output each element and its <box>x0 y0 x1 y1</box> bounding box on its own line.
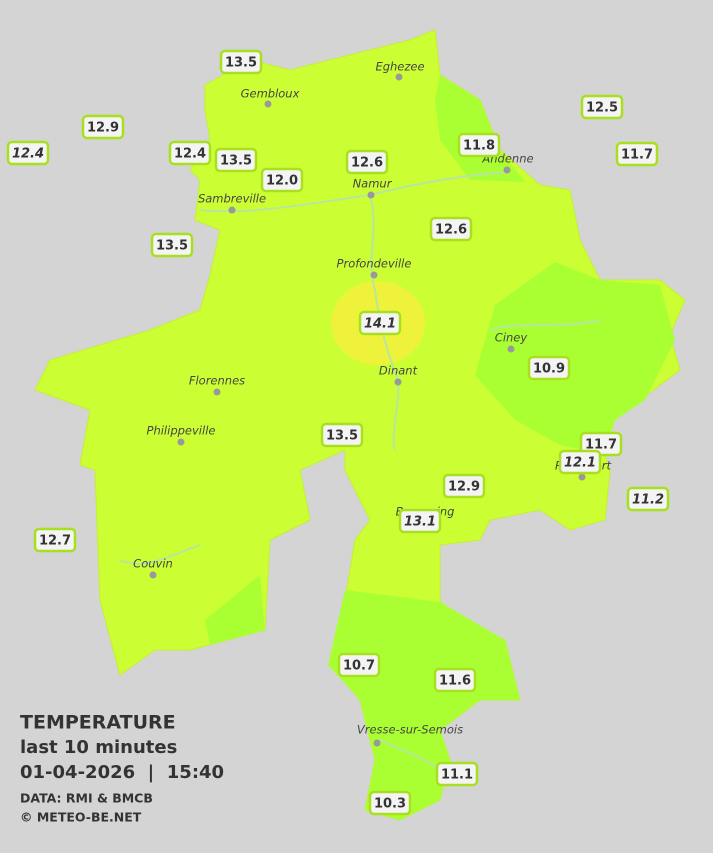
station-box <box>615 141 659 167</box>
city-dot <box>213 388 221 396</box>
station-value: 13.5 <box>220 154 252 169</box>
station-value: 12.4 <box>174 147 206 162</box>
station-box <box>429 216 473 242</box>
city-dot <box>367 191 375 199</box>
station-box <box>168 140 212 166</box>
city-label: Ciney <box>495 331 528 345</box>
station-value: 11.7 <box>585 438 617 453</box>
station-box <box>442 473 486 499</box>
station-value: 13.5 <box>156 239 188 254</box>
station-box <box>433 667 477 693</box>
station-value: 13.5 <box>326 429 358 444</box>
station-value: 10.3 <box>374 797 406 812</box>
station-value: 10.9 <box>533 362 565 377</box>
city-dot <box>228 206 236 214</box>
city-dot <box>177 438 185 446</box>
city-label: Couvin <box>133 557 173 571</box>
station-value: 11.2 <box>632 493 664 508</box>
city-label: Namur <box>353 177 393 191</box>
caption-datetime: 01-04-2026 | 15:40 <box>20 762 224 783</box>
station-box <box>260 167 304 193</box>
station-value: 12.7 <box>39 534 71 549</box>
caption-title: TEMPERATURE <box>20 712 176 734</box>
station-value: 12.4 <box>12 147 44 162</box>
station-box <box>398 508 442 534</box>
city-dot <box>503 166 511 174</box>
station-box <box>527 355 571 381</box>
city-label: Vresse-sur-Semois <box>357 723 463 737</box>
station-value: 11.7 <box>621 148 653 163</box>
city-label: Gembloux <box>241 87 300 101</box>
city-dot <box>578 473 586 481</box>
station-box <box>435 761 479 787</box>
city-dot <box>507 345 515 353</box>
station-value: 12.6 <box>351 156 383 171</box>
cool-zone <box>205 575 265 645</box>
station-box <box>337 652 381 678</box>
caption-credit: © METEO-BE.NET <box>20 810 142 825</box>
station-value: 13.5 <box>225 56 257 71</box>
city-label: Eghezee <box>375 60 424 74</box>
station-value: 11.8 <box>463 139 495 154</box>
station-box <box>358 310 402 336</box>
station-value: 11.6 <box>439 674 471 689</box>
station-value: 12.5 <box>586 101 618 116</box>
cool-zone <box>435 75 525 182</box>
station-value: 12.9 <box>448 480 480 495</box>
city-dot <box>373 739 381 747</box>
station-box <box>368 790 412 816</box>
station-value: 12.1 <box>564 456 596 471</box>
station-box <box>345 149 389 175</box>
caption-source: DATA: RMI & BMCB <box>20 791 153 806</box>
station-box <box>457 132 501 158</box>
city-dot <box>264 100 272 108</box>
station-value: 14.1 <box>364 317 396 332</box>
station-box <box>626 486 670 512</box>
city-dot <box>370 271 378 279</box>
city-label: Philippeville <box>147 424 216 438</box>
cool-zone <box>475 262 675 455</box>
station-box <box>6 140 50 166</box>
station-value: 12.6 <box>435 223 467 238</box>
station-value: 10.7 <box>343 659 375 674</box>
station-box <box>580 94 624 120</box>
caption-period: last 10 minutes <box>20 737 177 758</box>
cool-zone <box>328 590 520 820</box>
station-box <box>219 49 263 75</box>
city-label: Florennes <box>189 374 245 388</box>
station-box <box>33 527 77 553</box>
city-dot <box>149 571 157 579</box>
city-label: Profondeville <box>337 257 412 271</box>
station-box <box>214 147 258 173</box>
city-dot <box>394 378 402 386</box>
station-value: 13.1 <box>404 515 436 530</box>
city-label: Dinant <box>379 364 418 378</box>
station-box <box>320 422 364 448</box>
station-value: 11.1 <box>441 768 473 783</box>
station-box <box>81 114 125 140</box>
city-dot <box>395 73 403 81</box>
station-box <box>150 232 194 258</box>
city-label: Sambreville <box>198 192 266 206</box>
station-value: 12.0 <box>266 174 298 189</box>
station-box <box>558 449 602 475</box>
station-value: 12.9 <box>87 121 119 136</box>
